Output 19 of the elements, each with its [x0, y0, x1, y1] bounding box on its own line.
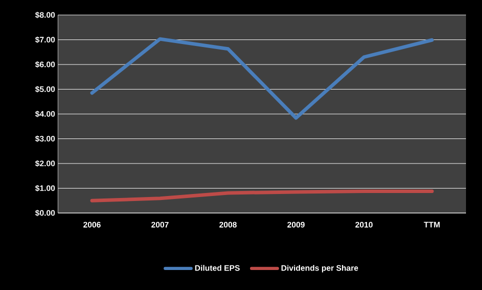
y-tick-label: $1.00 [35, 184, 55, 192]
line-series [90, 189, 434, 202]
y-tick-label: $4.00 [35, 110, 55, 118]
x-tick-label: 2009 [287, 222, 305, 228]
x-tick-label: 2007 [151, 222, 169, 228]
y-tick-label: $8.00 [35, 12, 55, 18]
legend-label: Dividends per Share [282, 264, 358, 272]
legend-label: Diluted EPS [195, 264, 240, 271]
y-tick-label: $0.00 [35, 210, 55, 216]
y-tick-label: $5.00 [35, 86, 55, 93]
x-tick-label: 2006 [83, 222, 101, 228]
y-tick-label: $6.00 [35, 61, 55, 68]
y-tick-label: $2.00 [35, 160, 55, 167]
x-tick-label: TTM [424, 222, 440, 228]
x-tick-label: 2010 [355, 222, 373, 228]
y-tick-label: $3.00 [35, 135, 55, 142]
line-series [90, 37, 434, 120]
y-tick-label: $7.00 [35, 36, 55, 44]
x-tick-label: 2008 [219, 222, 237, 228]
